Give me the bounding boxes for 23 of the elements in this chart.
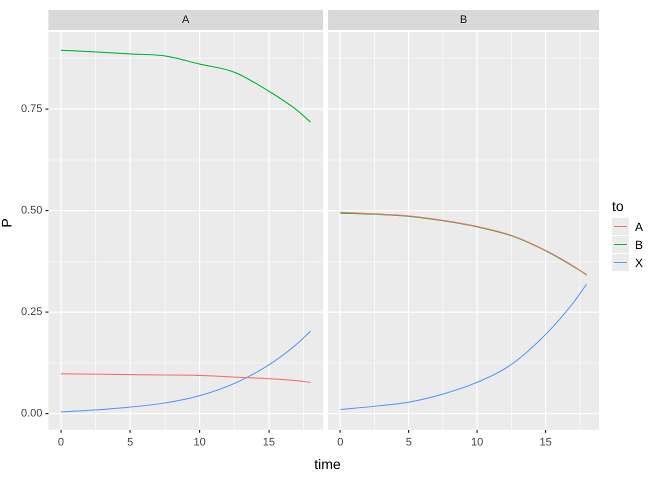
x-tick-label: 10 bbox=[193, 436, 206, 448]
x-tick-label: 0 bbox=[337, 436, 344, 448]
chart-title: B bbox=[460, 14, 468, 26]
x-tick-label: 0 bbox=[58, 436, 64, 448]
y-tick-label: 0.75 bbox=[20, 103, 42, 116]
x-tick-label: 5 bbox=[127, 436, 134, 448]
y-tick-label: 0.50 bbox=[20, 204, 42, 217]
x-tick-label: 5 bbox=[406, 436, 412, 448]
x-tick-label: 10 bbox=[471, 436, 484, 448]
legend-label: X bbox=[635, 256, 644, 270]
y-tick-label: 0.00 bbox=[20, 408, 42, 420]
y-axis-title: P bbox=[0, 218, 15, 228]
y-tick-label: 0.25 bbox=[20, 306, 42, 318]
x-tick-label: 15 bbox=[262, 436, 276, 448]
x-axis-title: time bbox=[313, 456, 342, 472]
line-series bbox=[60, 330, 312, 412]
legend-label: B bbox=[635, 238, 644, 252]
chart-title: A bbox=[182, 14, 190, 26]
legend-label: A bbox=[635, 220, 644, 234]
legend-title: to bbox=[612, 198, 625, 214]
line-series bbox=[60, 50, 312, 123]
line-series bbox=[60, 373, 312, 383]
x-tick-label: 15 bbox=[539, 436, 552, 448]
